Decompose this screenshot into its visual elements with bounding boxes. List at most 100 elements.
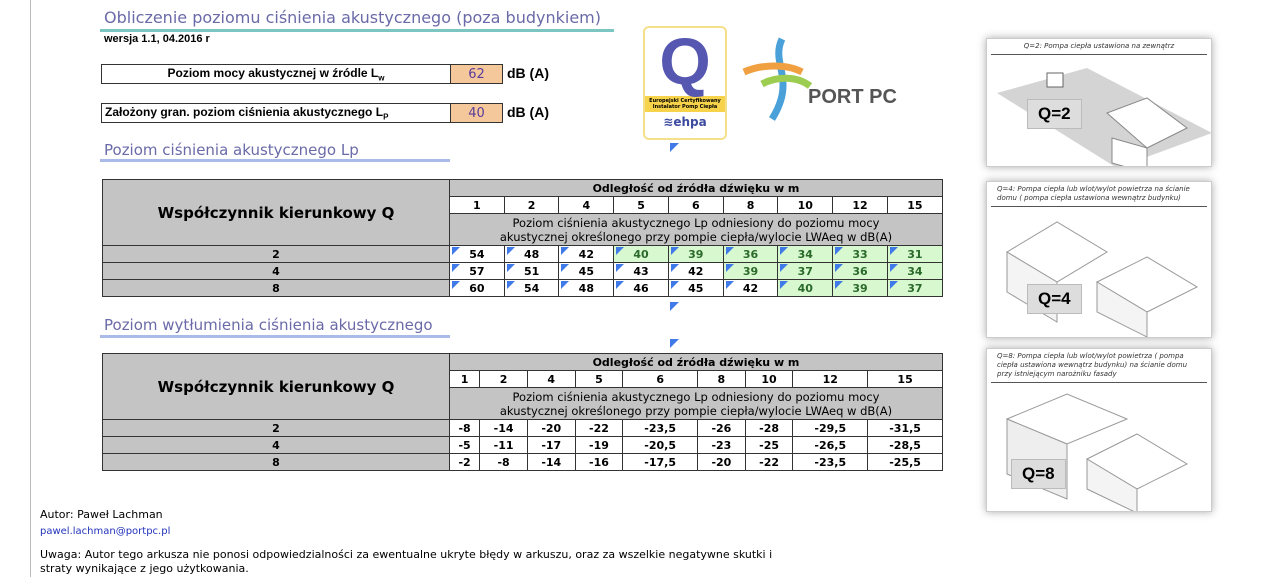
value-cell[interactable]: 45 bbox=[667, 279, 724, 297]
value-cell[interactable]: -26 bbox=[697, 419, 746, 437]
value-cell[interactable]: -22 bbox=[744, 453, 794, 471]
comment-marker-icon bbox=[670, 264, 679, 272]
table-row: 2 54 48 42 40 39 36 34 33 31 bbox=[102, 245, 944, 263]
value-cell[interactable]: 42 bbox=[722, 279, 779, 297]
cell-value: 54 bbox=[469, 247, 485, 261]
value-cell[interactable]: 31 bbox=[886, 245, 944, 263]
cell-value: -14 bbox=[493, 421, 514, 435]
value-cell[interactable]: 48 bbox=[558, 279, 615, 297]
cell-value: 42 bbox=[742, 281, 759, 295]
cell-value: -19 bbox=[589, 438, 609, 452]
attenuation-table: Współczynnik kierunkowy Q Odległość od źr… bbox=[102, 353, 943, 471]
value-cell[interactable]: -23,5 bbox=[792, 453, 869, 471]
table-row: 4 -5 -11 -17 -19 -20,5 -23 -25 -26,5 -28,5 bbox=[102, 436, 943, 454]
value-cell[interactable]: -14 bbox=[479, 419, 528, 437]
cell-value: -11 bbox=[493, 438, 514, 452]
value-cell[interactable]: -2 bbox=[448, 453, 481, 471]
value-cell[interactable]: 42 bbox=[667, 262, 724, 280]
value-cell[interactable]: -20 bbox=[697, 453, 746, 471]
distance-row: 1 2 4 5 6 8 10 12 15 bbox=[103, 196, 944, 214]
value-cell[interactable]: -20,5 bbox=[622, 436, 699, 454]
value-cell[interactable]: 39 bbox=[832, 279, 888, 297]
value-cell[interactable]: 45 bbox=[558, 262, 615, 280]
cell-value: 45 bbox=[578, 264, 594, 278]
cell-value: 40 bbox=[797, 281, 813, 295]
author-email-link[interactable]: pawel.lachman@portpc.pl bbox=[40, 526, 171, 537]
value-cell[interactable]: -29,5 bbox=[792, 419, 869, 437]
value-cell[interactable]: 34 bbox=[886, 262, 944, 280]
value-cell[interactable]: 54 bbox=[449, 245, 505, 263]
value-cell[interactable]: -17,5 bbox=[622, 453, 699, 471]
value-cell[interactable]: 36 bbox=[722, 245, 779, 263]
distance-cell: 4 bbox=[558, 196, 615, 214]
ehpa-logo: Q Europejski Certyfikowany Instalator Pom… bbox=[643, 26, 727, 140]
table1-heading-underline bbox=[100, 159, 450, 162]
cell-value: 43 bbox=[633, 264, 649, 278]
value-cell[interactable]: -17 bbox=[526, 436, 576, 454]
sound-power-unit: dB (A) bbox=[507, 65, 549, 81]
comment-marker-icon bbox=[725, 247, 734, 255]
cell-value: 36 bbox=[742, 247, 759, 261]
value-cell[interactable]: 54 bbox=[503, 279, 560, 297]
value-cell[interactable]: 51 bbox=[503, 262, 560, 280]
cell-value: -5 bbox=[458, 438, 471, 452]
value-cell[interactable]: -26,5 bbox=[792, 436, 869, 454]
page-title: Obliczenie poziomu ciśnienia akustyczneg… bbox=[104, 8, 601, 27]
sound-power-input[interactable]: 62 bbox=[450, 64, 503, 84]
cell-value: -26,5 bbox=[814, 438, 847, 452]
table-row: 8 60 54 48 46 45 42 40 39 37 bbox=[102, 279, 944, 297]
value-cell[interactable]: -8 bbox=[479, 453, 528, 471]
value-cell[interactable]: 48 bbox=[503, 245, 560, 263]
comment-marker-icon bbox=[670, 281, 679, 289]
value-cell[interactable]: 57 bbox=[449, 262, 505, 280]
cell-value: -23,5 bbox=[814, 455, 847, 469]
comment-marker-icon bbox=[616, 247, 625, 255]
value-cell[interactable]: 40 bbox=[777, 279, 834, 297]
cell-value: -25,5 bbox=[889, 455, 921, 469]
cell-value: 46 bbox=[633, 281, 649, 295]
value-cell[interactable]: -25,5 bbox=[867, 453, 943, 471]
cell-value: -26 bbox=[711, 421, 732, 435]
value-cell[interactable]: -19 bbox=[574, 436, 624, 454]
sound-power-label: Poziom mocy akustycznej w źródle Lw bbox=[101, 64, 451, 84]
value-cell[interactable]: -31,5 bbox=[867, 419, 943, 437]
q-label: Q=8 bbox=[1011, 459, 1066, 489]
pressure-limit-label: Założony gran. poziom ciśnienia akustycz… bbox=[101, 103, 451, 123]
value-cell[interactable]: -20 bbox=[526, 419, 576, 437]
value-cell[interactable]: 34 bbox=[777, 245, 834, 263]
value-cell[interactable]: 60 bbox=[449, 279, 505, 297]
value-cell[interactable]: 39 bbox=[667, 245, 724, 263]
cell-value: -22 bbox=[589, 421, 609, 435]
value-cell[interactable]: 43 bbox=[613, 262, 669, 280]
cell-value: 54 bbox=[523, 281, 540, 295]
pressure-limit-input[interactable]: 40 bbox=[450, 103, 503, 123]
value-cell[interactable]: -22 bbox=[574, 419, 624, 437]
value-cell[interactable]: -28 bbox=[744, 419, 794, 437]
value-cell[interactable]: -8 bbox=[448, 419, 481, 437]
value-cell[interactable]: 46 bbox=[613, 279, 669, 297]
value-cell[interactable]: -5 bbox=[448, 436, 481, 454]
pressure-level-table: Współczynnik kierunkowy Q Odległość od źr… bbox=[102, 179, 944, 297]
value-cell[interactable]: -16 bbox=[574, 453, 624, 471]
value-cell[interactable]: 42 bbox=[558, 245, 615, 263]
value-cell[interactable]: 36 bbox=[832, 262, 888, 280]
value-cell[interactable]: 39 bbox=[722, 262, 779, 280]
value-cell[interactable]: -23,5 bbox=[622, 419, 699, 437]
value-cell[interactable]: -23 bbox=[697, 436, 746, 454]
value-cell[interactable]: -25 bbox=[744, 436, 794, 454]
q-value-cell: 8 bbox=[102, 279, 450, 297]
comment-marker-icon bbox=[670, 302, 679, 311]
value-cell[interactable]: -14 bbox=[526, 453, 576, 471]
cell-value: -22 bbox=[759, 455, 779, 469]
value-cell[interactable]: 37 bbox=[777, 262, 834, 280]
value-cell[interactable]: 33 bbox=[832, 245, 888, 263]
cell-value: -25 bbox=[759, 438, 779, 452]
portpc-logo: PORT PC bbox=[742, 34, 912, 124]
distance-cell: 10 bbox=[744, 370, 794, 388]
value-cell[interactable]: -11 bbox=[479, 436, 528, 454]
value-cell[interactable]: 37 bbox=[886, 279, 944, 297]
value-cell[interactable]: 40 bbox=[613, 245, 669, 263]
panel-caption: Q=8: Pompa ciepła lub wlot/wylot powietr… bbox=[991, 349, 1207, 384]
value-cell[interactable]: -28,5 bbox=[867, 436, 943, 454]
distance-cell: 2 bbox=[479, 370, 528, 388]
